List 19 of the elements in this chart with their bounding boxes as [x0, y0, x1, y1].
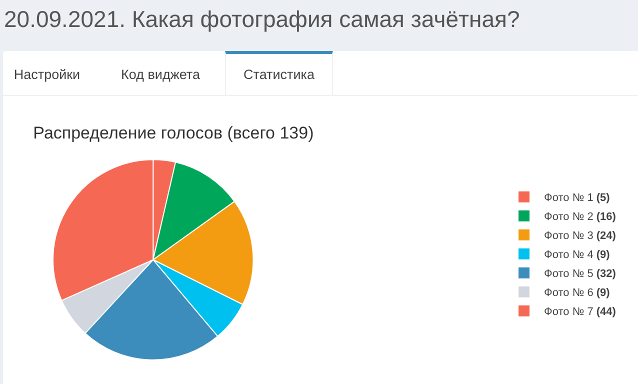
data-label: (32) — [596, 268, 616, 280]
chart-title: Распределение голосов (всего 139) — [33, 124, 314, 143]
legend-label: Фото № 3 — [544, 230, 594, 242]
text: 20.09.2021. Какая фотография самая зачётная? — [4, 6, 520, 33]
legend-label: Фото № 4 — [544, 249, 594, 262]
data-label: (5) — [596, 192, 610, 204]
text: Настройки — [12, 66, 82, 84]
data-label: (44) — [596, 306, 616, 318]
data-label: (16) — [596, 211, 616, 224]
text: Статистика — [225, 51, 333, 95]
text: Код виджета — [120, 66, 201, 84]
legend-label: Фото № 5 — [544, 268, 594, 280]
data-label: (9) — [596, 287, 610, 300]
data-label: (24) — [596, 230, 616, 242]
legend-label: Фото № 6 — [544, 287, 594, 300]
data-label: (9) — [596, 249, 610, 262]
legend-label: Фото № 1 — [544, 192, 594, 204]
legend-label: Фото № 2 — [544, 211, 594, 224]
legend-label: Фото № 7 — [544, 306, 594, 318]
